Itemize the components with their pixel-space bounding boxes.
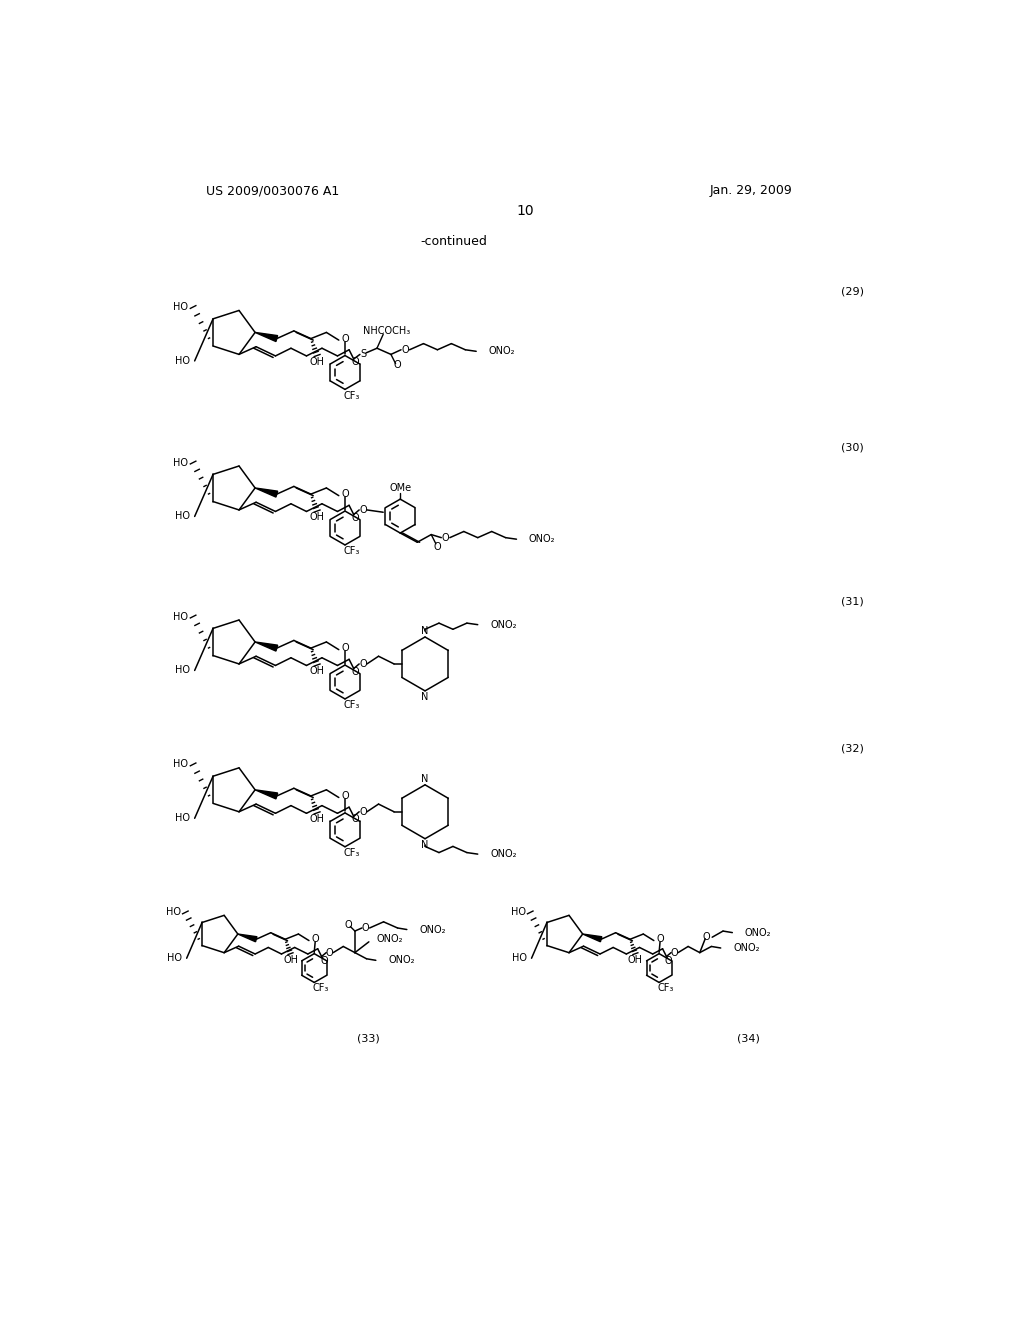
Text: ONO₂: ONO₂ <box>419 924 445 935</box>
Text: OH: OH <box>309 667 325 676</box>
Text: CF₃: CF₃ <box>343 700 359 710</box>
Text: O: O <box>361 923 370 933</box>
Text: HO: HO <box>175 356 190 366</box>
Text: O: O <box>351 814 359 825</box>
Text: (30): (30) <box>841 442 864 453</box>
Text: O: O <box>341 791 349 801</box>
Text: HO: HO <box>511 907 525 917</box>
Text: OH: OH <box>283 954 298 965</box>
Text: Jan. 29, 2009: Jan. 29, 2009 <box>710 185 792 197</box>
Text: N: N <box>421 626 429 636</box>
Text: O: O <box>441 533 449 543</box>
Text: HO: HO <box>173 458 188 467</box>
Text: (29): (29) <box>841 286 864 297</box>
Text: (31): (31) <box>841 597 864 606</box>
Text: O: O <box>359 659 367 669</box>
Text: HO: HO <box>173 759 188 770</box>
Text: OH: OH <box>628 954 643 965</box>
Text: ONO₂: ONO₂ <box>490 619 517 630</box>
Text: O: O <box>702 932 710 942</box>
Text: O: O <box>433 543 441 552</box>
Text: O: O <box>351 358 359 367</box>
Text: ONO₂: ONO₂ <box>528 535 555 544</box>
Text: OH: OH <box>309 814 325 824</box>
Text: O: O <box>321 956 328 966</box>
Text: O: O <box>359 807 367 817</box>
Text: ONO₂: ONO₂ <box>388 956 415 965</box>
Text: CF₃: CF₃ <box>343 847 359 858</box>
Text: O: O <box>341 490 349 499</box>
Polygon shape <box>255 789 278 799</box>
Text: ONO₂: ONO₂ <box>377 933 403 944</box>
Text: ONO₂: ONO₂ <box>490 849 517 859</box>
Text: N: N <box>421 692 429 702</box>
Text: O: O <box>671 948 678 957</box>
Text: CF₃: CF₃ <box>312 982 329 993</box>
Text: (34): (34) <box>736 1034 760 1044</box>
Text: O: O <box>351 512 359 523</box>
Text: O: O <box>341 334 349 343</box>
Text: HO: HO <box>175 665 190 676</box>
Text: OH: OH <box>309 356 325 367</box>
Text: 10: 10 <box>516 203 534 218</box>
Polygon shape <box>255 642 278 651</box>
Text: (33): (33) <box>357 1034 380 1044</box>
Text: O: O <box>656 935 664 944</box>
Text: HO: HO <box>175 813 190 824</box>
Polygon shape <box>583 935 602 941</box>
Text: (32): (32) <box>841 744 864 754</box>
Text: O: O <box>359 506 367 515</box>
Text: OMe: OMe <box>389 483 412 494</box>
Text: S: S <box>360 350 367 359</box>
Text: -continued: -continued <box>420 235 487 248</box>
Polygon shape <box>255 333 278 342</box>
Text: N: N <box>421 840 429 850</box>
Text: HO: HO <box>512 953 527 964</box>
Text: HO: HO <box>173 611 188 622</box>
Polygon shape <box>255 488 278 498</box>
Text: HO: HO <box>175 511 190 521</box>
Text: HO: HO <box>166 907 180 917</box>
Text: ONO₂: ONO₂ <box>733 942 760 953</box>
Text: ONO₂: ONO₂ <box>488 346 515 356</box>
Text: HO: HO <box>167 953 182 964</box>
Text: CF₃: CF₃ <box>343 391 359 400</box>
Text: O: O <box>393 360 401 370</box>
Text: HO: HO <box>173 302 188 312</box>
Text: O: O <box>345 920 352 929</box>
Text: O: O <box>341 643 349 653</box>
Text: O: O <box>665 956 673 966</box>
Text: O: O <box>311 935 318 944</box>
Text: O: O <box>326 948 333 957</box>
Text: CF₃: CF₃ <box>343 546 359 556</box>
Text: ONO₂: ONO₂ <box>744 928 771 937</box>
Text: CF₃: CF₃ <box>657 982 674 993</box>
Text: OH: OH <box>309 512 325 523</box>
Text: O: O <box>351 667 359 677</box>
Text: NHCOCH₃: NHCOCH₃ <box>362 326 410 337</box>
Text: N: N <box>421 774 429 784</box>
Polygon shape <box>238 935 257 941</box>
Text: US 2009/0030076 A1: US 2009/0030076 A1 <box>206 185 339 197</box>
Text: O: O <box>401 345 409 355</box>
